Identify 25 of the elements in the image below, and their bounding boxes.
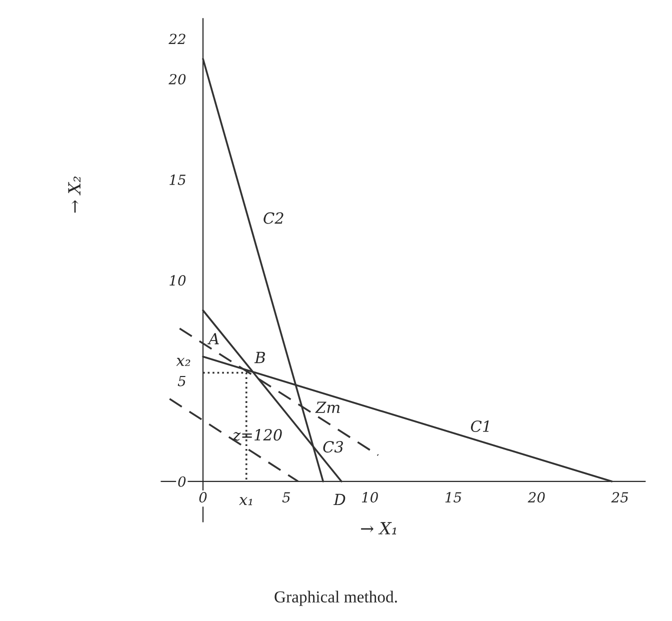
annotation: x₁ — [239, 497, 252, 506]
y-tick-label: 10 — [170, 275, 186, 286]
annotation: D — [333, 494, 346, 506]
series-label: C1 — [470, 420, 489, 432]
annotation: B — [254, 352, 266, 364]
annotation: x₂ — [176, 358, 190, 366]
x-axis-title: → X₁ — [361, 522, 396, 534]
x-tick-label: 15 — [445, 492, 462, 503]
series-label: z=120 — [232, 429, 282, 441]
x-tick-label: 25 — [611, 492, 628, 503]
y-tick-label: 15 — [170, 174, 186, 186]
y-tick-label: 0 — [178, 476, 186, 487]
y-tick-label: 20 — [168, 74, 186, 84]
series-label: Zm — [315, 402, 340, 413]
y-tick-label: 5 — [178, 376, 186, 386]
y-axis-title: → X₂ — [68, 176, 80, 213]
x-tick-label: 0 — [199, 492, 207, 503]
series-label: C3 — [323, 441, 343, 453]
x-tick-label: 5 — [282, 492, 290, 503]
x-tick-label: 10 — [362, 492, 378, 503]
series-label: C2 — [264, 212, 284, 224]
y-tick-label: 22 — [168, 34, 186, 44]
annotation: A — [207, 333, 219, 344]
text: Graphical method. — [274, 590, 397, 606]
x-tick-label: 20 — [528, 492, 545, 503]
